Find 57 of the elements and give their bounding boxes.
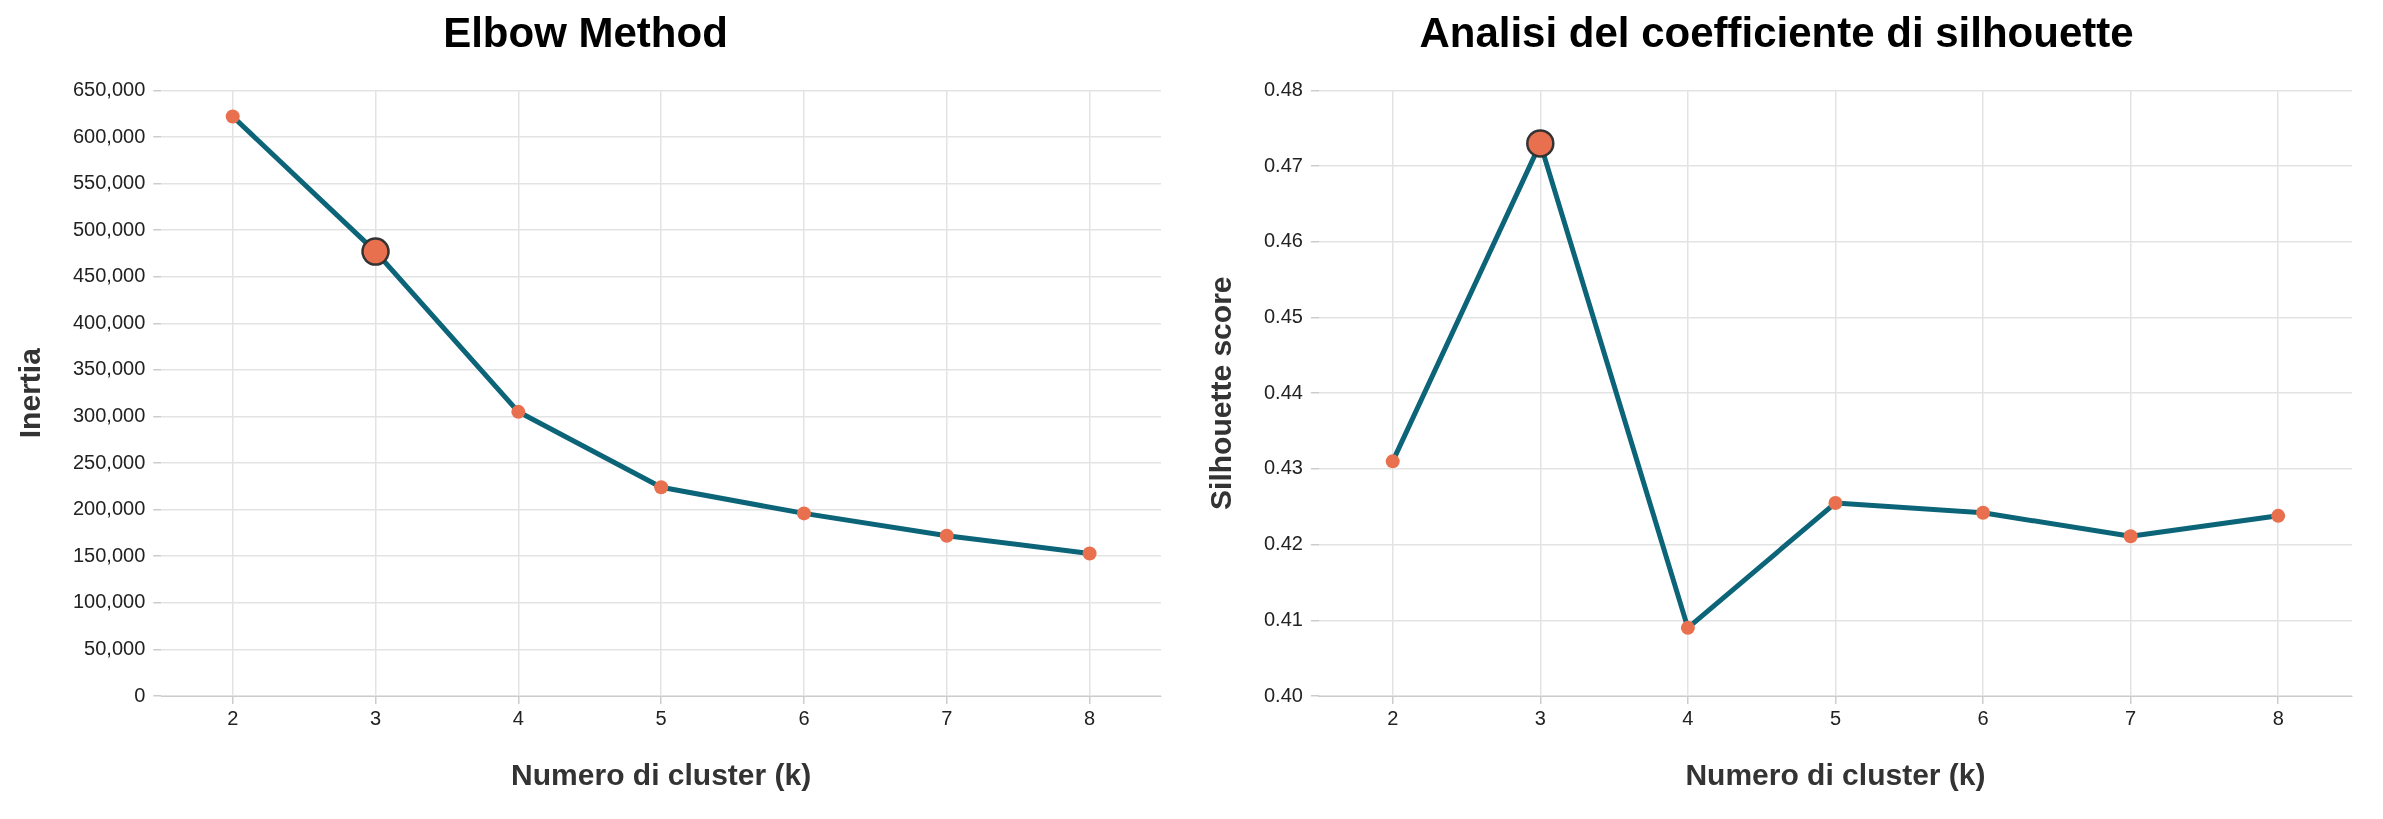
point: [361, 237, 390, 266]
y-tick-label: 0: [134, 683, 146, 706]
chart-title: Elbow Method: [443, 8, 728, 56]
point: [1828, 495, 1843, 510]
x-tick-label: 2: [227, 706, 239, 729]
point: [1385, 454, 1400, 469]
point: [225, 109, 240, 124]
x-tick-label: 4: [512, 706, 524, 729]
y-tick-label: 0.47: [1263, 153, 1303, 176]
point: [939, 528, 954, 543]
x-tick-label: 6: [1977, 706, 1989, 729]
x-tick-label: 4: [1682, 706, 1694, 729]
chart-title: Analisi del coefficiente di silhouette: [1419, 8, 2134, 56]
x-tick-label: 5: [655, 706, 667, 729]
x-tick-label: 3: [1534, 706, 1546, 729]
y-tick-label: 100,000: [73, 590, 146, 613]
point: [1526, 129, 1555, 158]
y-tick-label: 150,000: [73, 543, 146, 566]
y-tick-label: 0.43: [1263, 456, 1303, 479]
y-tick-label: 0.42: [1263, 532, 1303, 555]
y-tick-label: 300,000: [73, 404, 146, 427]
x-axis-title: Numero di cluster (k): [1685, 758, 1986, 792]
y-tick-label: 0.44: [1263, 380, 1303, 403]
y-axis-title: Silhouette score: [1204, 276, 1238, 510]
y-tick-label: 50,000: [84, 636, 146, 659]
point: [796, 506, 811, 521]
point: [511, 404, 526, 419]
y-tick-label: 250,000: [73, 450, 146, 473]
y-tick-label: 350,000: [73, 357, 146, 380]
y-tick-label: 0.40: [1263, 683, 1303, 706]
y-tick-label: 550,000: [73, 171, 146, 194]
x-tick-label: 8: [2272, 706, 2284, 729]
x-tick-label: 7: [941, 706, 953, 729]
y-tick-label: 450,000: [73, 264, 146, 287]
x-tick-label: 6: [798, 706, 810, 729]
y-tick-label: 0.45: [1263, 305, 1303, 328]
point: [2123, 529, 2138, 544]
y-tick-label: 400,000: [73, 310, 146, 333]
y-axis-title: Inertia: [13, 347, 47, 439]
point: [2271, 508, 2286, 523]
y-tick-label: 650,000: [73, 77, 146, 100]
y-tick-label: 0.48: [1263, 77, 1303, 100]
y-tick-label: 0.41: [1263, 607, 1303, 630]
x-tick-label: 3: [369, 706, 382, 729]
point: [1976, 505, 1991, 520]
x-tick-label: 2: [1387, 706, 1399, 729]
x-tick-label: 7: [2125, 706, 2137, 729]
x-axis-title: Numero di cluster (k): [511, 758, 812, 792]
point: [1082, 546, 1097, 561]
y-tick-label: 200,000: [73, 497, 146, 520]
point: [1680, 620, 1695, 635]
x-tick-label: 8: [1084, 706, 1096, 729]
y-tick-label: 600,000: [73, 124, 146, 147]
point: [654, 480, 669, 495]
x-tick-label: 5: [1829, 706, 1842, 729]
y-tick-label: 500,000: [73, 217, 146, 240]
y-tick-label: 0.46: [1263, 229, 1303, 252]
